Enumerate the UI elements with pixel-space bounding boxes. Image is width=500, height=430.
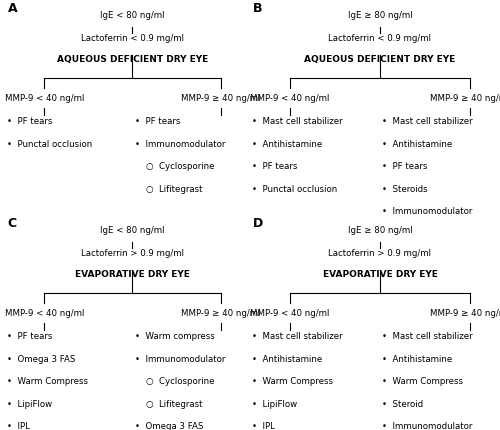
- Text: •  Omega 3 FAS: • Omega 3 FAS: [8, 355, 76, 364]
- Text: •  PF tears: • PF tears: [135, 117, 180, 126]
- Text: MMP-9 < 40 ng/ml: MMP-9 < 40 ng/ml: [4, 309, 84, 317]
- Text: Lactoferrin > 0.9 mg/ml: Lactoferrin > 0.9 mg/ml: [81, 249, 184, 258]
- Text: •  Antihistamine: • Antihistamine: [252, 140, 323, 149]
- Text: MMP-9 < 40 ng/ml: MMP-9 < 40 ng/ml: [250, 309, 330, 317]
- Text: •  Immunomodulator: • Immunomodulator: [382, 422, 473, 430]
- Text: •  Steroids: • Steroids: [382, 185, 428, 194]
- Text: •  Mast cell stabilizer: • Mast cell stabilizer: [252, 332, 343, 341]
- Text: MMP-9 < 40 ng/ml: MMP-9 < 40 ng/ml: [250, 93, 330, 102]
- Text: D: D: [252, 217, 263, 230]
- Text: •  Warm Compress: • Warm Compress: [8, 378, 88, 386]
- Text: •  Steroid: • Steroid: [382, 400, 424, 409]
- Text: •  LipiFlow: • LipiFlow: [252, 400, 298, 409]
- Text: •  Antihistamine: • Antihistamine: [382, 140, 453, 149]
- Text: •  Immunomodulator: • Immunomodulator: [135, 140, 225, 149]
- Text: Lactoferrin < 0.9 mg/ml: Lactoferrin < 0.9 mg/ml: [328, 34, 432, 43]
- Text: C: C: [8, 217, 16, 230]
- Text: •  Antihistamine: • Antihistamine: [382, 355, 453, 364]
- Text: IgE ≥ 80 ng/ml: IgE ≥ 80 ng/ml: [348, 226, 412, 235]
- Text: ○  Lifitegrast: ○ Lifitegrast: [135, 185, 202, 194]
- Text: MMP-9 ≥ 40 ng/ml: MMP-9 ≥ 40 ng/ml: [430, 309, 500, 317]
- Text: •  Mast cell stabilizer: • Mast cell stabilizer: [382, 117, 473, 126]
- Text: IgE < 80 ng/ml: IgE < 80 ng/ml: [100, 11, 164, 20]
- Text: ○  Cyclosporine: ○ Cyclosporine: [135, 162, 214, 171]
- Text: •  Immunomodulator: • Immunomodulator: [135, 355, 225, 364]
- Text: •  Punctal occlusion: • Punctal occlusion: [252, 185, 338, 194]
- Text: ○  Lifitegrast: ○ Lifitegrast: [135, 400, 202, 409]
- Text: ○  Cyclosporine: ○ Cyclosporine: [135, 378, 214, 386]
- Text: •  Mast cell stabilizer: • Mast cell stabilizer: [382, 332, 473, 341]
- Text: Lactoferrin > 0.9 mg/ml: Lactoferrin > 0.9 mg/ml: [328, 249, 432, 258]
- Text: •  IPL: • IPL: [252, 422, 276, 430]
- Text: IgE ≥ 80 ng/ml: IgE ≥ 80 ng/ml: [348, 11, 412, 20]
- Text: •  Omega 3 FAS: • Omega 3 FAS: [135, 422, 203, 430]
- Text: Lactoferrin < 0.9 mg/ml: Lactoferrin < 0.9 mg/ml: [81, 34, 184, 43]
- Text: EVAPORATIVE DRY EYE: EVAPORATIVE DRY EYE: [75, 270, 190, 279]
- Text: MMP-9 ≥ 40 ng/ml: MMP-9 ≥ 40 ng/ml: [430, 93, 500, 102]
- Text: IgE < 80 ng/ml: IgE < 80 ng/ml: [100, 226, 164, 235]
- Text: •  Mast cell stabilizer: • Mast cell stabilizer: [252, 117, 343, 126]
- Text: AQUEOUS DEFICIENT DRY EYE: AQUEOUS DEFICIENT DRY EYE: [57, 55, 208, 64]
- Text: •  Antihistamine: • Antihistamine: [252, 355, 323, 364]
- Text: •  PF tears: • PF tears: [382, 162, 428, 171]
- Text: A: A: [8, 2, 17, 15]
- Text: •  LipiFlow: • LipiFlow: [8, 400, 52, 409]
- Text: MMP-9 ≥ 40 ng/ml: MMP-9 ≥ 40 ng/ml: [181, 93, 260, 102]
- Text: •  Warm Compress: • Warm Compress: [252, 378, 334, 386]
- Text: •  Immunomodulator: • Immunomodulator: [382, 208, 473, 216]
- Text: •  Warm compress: • Warm compress: [135, 332, 214, 341]
- Text: •  PF tears: • PF tears: [252, 162, 298, 171]
- Text: MMP-9 ≥ 40 ng/ml: MMP-9 ≥ 40 ng/ml: [181, 309, 260, 317]
- Text: AQUEOUS DEFICIENT DRY EYE: AQUEOUS DEFICIENT DRY EYE: [304, 55, 456, 64]
- Text: •  IPL: • IPL: [8, 422, 30, 430]
- Text: •  PF tears: • PF tears: [8, 117, 53, 126]
- Text: •  Warm Compress: • Warm Compress: [382, 378, 464, 386]
- Text: B: B: [252, 2, 262, 15]
- Text: •  PF tears: • PF tears: [8, 332, 53, 341]
- Text: EVAPORATIVE DRY EYE: EVAPORATIVE DRY EYE: [322, 270, 438, 279]
- Text: •  Punctal occlusion: • Punctal occlusion: [8, 140, 92, 149]
- Text: MMP-9 < 40 ng/ml: MMP-9 < 40 ng/ml: [4, 93, 84, 102]
